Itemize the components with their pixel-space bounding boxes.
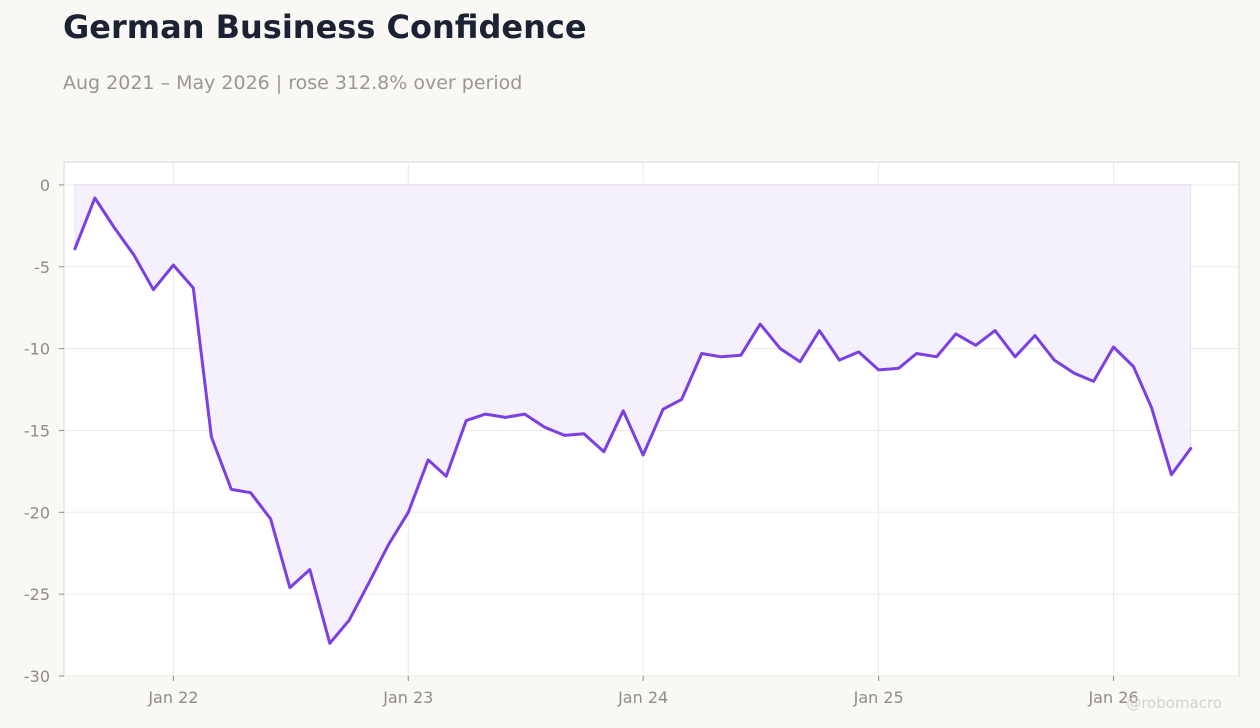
data-point <box>367 581 371 585</box>
x-axis: Jan 22 Jan 23 Jan 24 Jan 25 Jan 26 <box>147 676 1139 707</box>
data-point <box>719 355 723 359</box>
data-point <box>112 226 116 230</box>
data-point <box>386 543 390 547</box>
data-point <box>288 586 292 590</box>
data-point <box>582 432 586 436</box>
data-point <box>621 409 625 413</box>
data-point <box>444 474 448 478</box>
series-line <box>73 196 1193 645</box>
data-point <box>680 397 684 401</box>
data-point <box>641 453 645 457</box>
data-point <box>857 350 861 354</box>
data-point <box>837 358 841 362</box>
data-point <box>1052 358 1056 362</box>
data-point <box>661 407 665 411</box>
chart-title: German Business Confidence <box>63 8 587 46</box>
y-tick-label: -20 <box>24 503 50 522</box>
data-point <box>269 517 273 521</box>
series-line-group <box>73 196 1193 645</box>
data-point <box>464 419 468 423</box>
data-point <box>347 618 351 622</box>
x-tick-label: Jan 25 <box>853 688 904 707</box>
data-point <box>308 568 312 572</box>
data-point <box>700 352 704 356</box>
y-tick-label: -10 <box>24 340 50 359</box>
data-point <box>739 353 743 357</box>
data-point <box>563 433 567 437</box>
data-point <box>1112 345 1116 349</box>
data-point <box>171 263 175 267</box>
watermark: @robomacro <box>1126 694 1222 712</box>
data-point <box>406 510 410 514</box>
data-point <box>249 491 253 495</box>
data-point <box>1132 365 1136 369</box>
data-point <box>602 450 606 454</box>
data-point <box>798 360 802 364</box>
y-tick-label: -25 <box>24 585 50 604</box>
data-point <box>1092 379 1096 383</box>
data-point <box>1013 355 1017 359</box>
data-point <box>758 322 762 326</box>
data-point <box>817 329 821 333</box>
data-point <box>1033 334 1037 338</box>
x-tick-label: Jan 24 <box>617 688 668 707</box>
y-tick-label: -30 <box>24 667 50 686</box>
y-axis: 0 -5 -10 -15 -20 -25 -30 <box>24 176 64 686</box>
data-point <box>1169 473 1173 477</box>
data-point <box>974 343 978 347</box>
y-tick-label: 0 <box>40 176 50 195</box>
data-point <box>93 196 97 200</box>
data-point <box>523 412 527 416</box>
data-point <box>915 352 919 356</box>
data-point <box>503 415 507 419</box>
data-point <box>426 458 430 462</box>
data-point <box>132 253 136 257</box>
data-point <box>993 329 997 333</box>
data-point <box>877 368 881 372</box>
data-point <box>484 412 488 416</box>
data-point <box>229 487 233 491</box>
data-point <box>1150 406 1154 410</box>
y-tick-label: -5 <box>34 258 50 277</box>
data-point <box>1072 371 1076 375</box>
data-point <box>73 247 77 251</box>
data-point <box>1189 447 1193 451</box>
x-tick-label: Jan 22 <box>147 688 198 707</box>
x-tick-label: Jan 23 <box>382 688 433 707</box>
data-point <box>935 355 939 359</box>
data-point <box>151 288 155 292</box>
data-point <box>954 332 958 336</box>
data-point <box>191 286 195 290</box>
data-point <box>328 641 332 645</box>
y-tick-label: -15 <box>24 421 50 440</box>
chart-subtitle: Aug 2021 – May 2026 | rose 312.8% over p… <box>63 72 523 94</box>
data-point <box>543 425 547 429</box>
data-point <box>897 366 901 370</box>
data-point <box>209 435 213 439</box>
x-tick-label: Jan 26 <box>1087 688 1138 707</box>
data-point <box>778 347 782 351</box>
